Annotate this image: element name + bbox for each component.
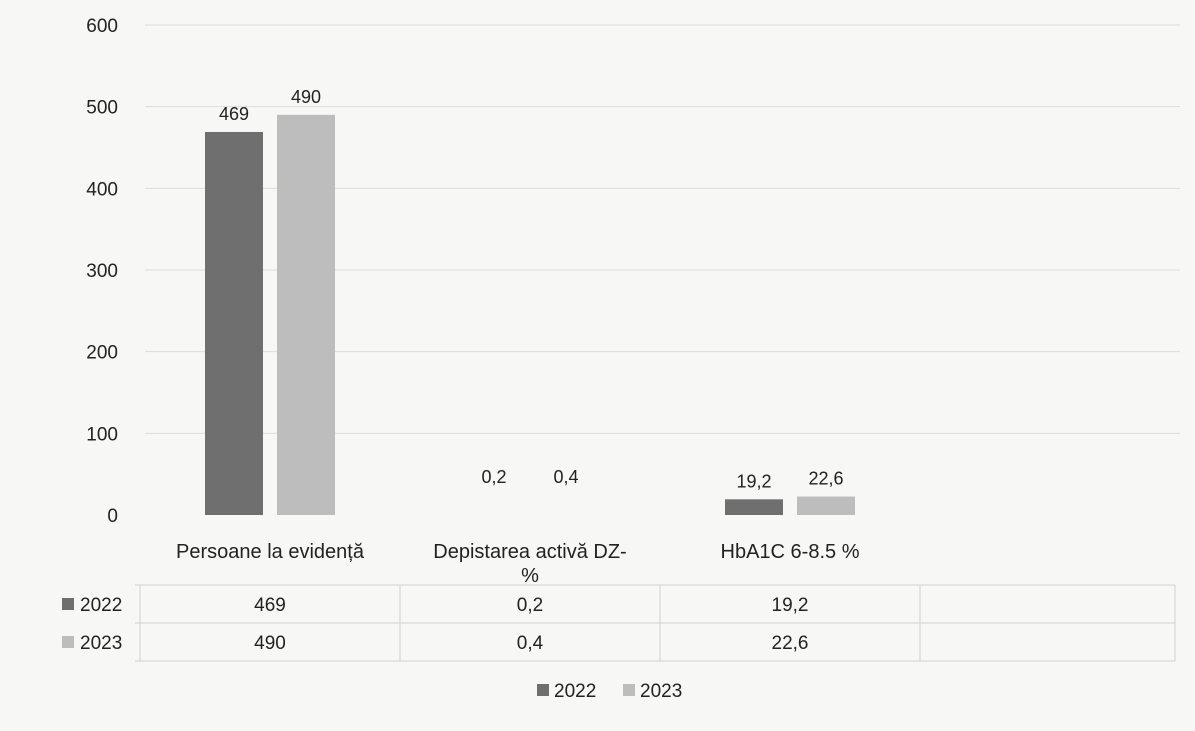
legend-swatch	[623, 684, 635, 696]
bar-2023	[797, 496, 855, 515]
x-category-label: Persoane la evidență	[176, 541, 365, 563]
table-cell-value: 490	[254, 633, 286, 654]
data-label: 22,6	[808, 469, 843, 489]
data-label: 19,2	[736, 471, 771, 491]
legend-label: 2022	[554, 681, 596, 702]
y-tick-label: 300	[86, 261, 118, 282]
x-category-label: HbA1C 6-8.5 %	[721, 541, 860, 563]
data-label: 490	[291, 87, 321, 107]
x-category-label: %	[521, 565, 539, 587]
bar-2022	[205, 131, 263, 515]
table-cell-value: 0,4	[517, 633, 544, 654]
bar-2023	[277, 114, 335, 515]
data-label: 0,4	[553, 467, 578, 487]
data-label: 0,2	[481, 467, 506, 487]
table-cell-value: 22,6	[772, 633, 809, 654]
bar-2022	[725, 499, 783, 515]
y-tick-label: 200	[86, 343, 118, 364]
y-tick-label: 100	[86, 424, 118, 445]
legend-swatch	[537, 684, 549, 696]
y-tick-label: 500	[86, 98, 118, 119]
table-cell-value: 0,2	[517, 595, 543, 616]
table-cell-value: 469	[254, 595, 286, 616]
table-series-key	[62, 598, 74, 610]
legend-label: 2023	[640, 681, 682, 702]
y-tick-label: 400	[86, 179, 118, 200]
y-tick-label: 0	[107, 506, 118, 527]
y-tick-label: 600	[86, 16, 118, 37]
x-category-label: Depistarea activă DZ-	[433, 541, 626, 563]
table-series-name: 2022	[80, 595, 122, 616]
table-series-name: 2023	[80, 633, 122, 654]
table-series-key	[62, 636, 74, 648]
table-cell-value: 19,2	[772, 595, 809, 616]
data-label: 469	[219, 104, 249, 124]
